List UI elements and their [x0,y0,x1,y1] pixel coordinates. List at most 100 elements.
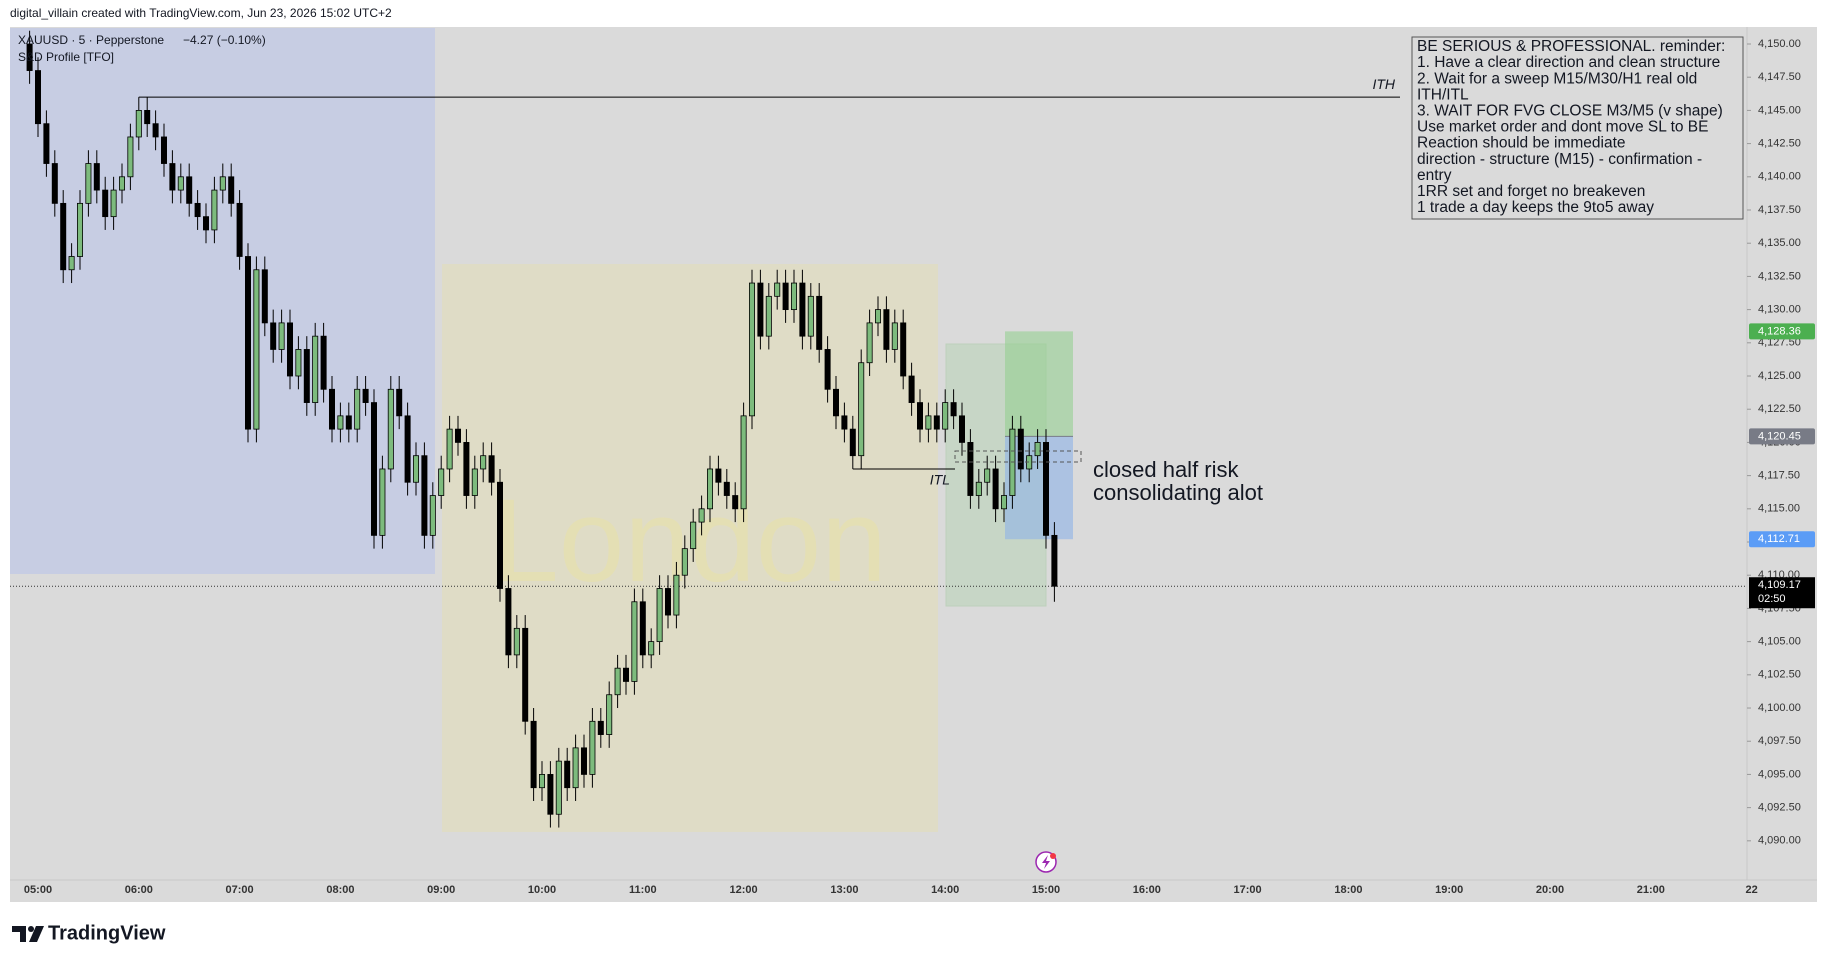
candle-body [623,667,630,682]
candle-body [505,588,512,656]
candle-body [144,110,151,125]
candle-body [791,282,798,311]
y-tick-label: 4,125.00 [1758,370,1801,382]
x-tick-label: 09:00 [427,884,455,896]
brand: TradingView [48,922,166,944]
candle-body [93,163,100,191]
candle-body [320,335,327,390]
asia-session-box [10,28,435,574]
candle-body [614,667,621,696]
candle-body [261,269,268,324]
candle-body [883,309,890,350]
session-watermark: London [493,475,887,607]
candle-body [925,415,932,430]
candle-body [917,402,924,430]
logo-mark [29,926,44,942]
candle-body [295,349,302,377]
candle-body [68,256,75,271]
x-tick-label: 07:00 [226,884,254,896]
candle-body [1051,534,1058,587]
note-line: BE SERIOUS & PROFESSIONAL. reminder: [1417,38,1725,55]
candle-body [572,747,579,789]
candle-body [370,402,377,536]
candle-body [345,415,352,430]
candle-body [866,322,873,364]
candle-body [211,189,218,231]
candle-body [908,375,915,403]
y-tick-label: 4,092.50 [1758,802,1801,814]
candle-body [539,774,546,789]
x-tick-label: 17:00 [1234,884,1262,896]
candle-body [992,468,999,510]
candle-body [690,521,697,550]
candle-body [631,601,638,682]
candle-body [707,468,714,510]
candle-body [421,455,428,536]
credit: digital_villain created with TradingView… [10,6,392,20]
y-tick-label: 4,127.50 [1758,337,1801,349]
last-price-label: 4,109.17 [1758,579,1801,591]
candle-body [816,295,823,350]
note-line: ITH/ITL [1417,86,1469,103]
candle-body [135,110,142,138]
note-line: 1 trade a day keeps the 9to5 away [1417,199,1654,216]
annotation: closed half risk [1093,457,1240,482]
candle-body [228,176,235,204]
candle-body [530,720,537,789]
candle-body [396,388,403,417]
x-tick-label: 11:00 [629,884,657,896]
candle-body [749,282,756,417]
candle-body [438,468,445,496]
event-icon-bolt [1042,855,1050,869]
candle-body [715,468,722,483]
candle-body [186,176,193,204]
candle-body [160,136,167,164]
y-tick-label: 4,130.00 [1758,304,1801,316]
candle-body [656,588,663,643]
candle-body [471,468,478,496]
note-line: entry [1417,167,1452,184]
candle-body [85,163,92,204]
annotation: consolidating alot [1093,480,1263,505]
candle-body [698,508,705,523]
note-line: 2. Wait for a sweep M15/M30/H1 real old [1417,70,1697,87]
plot-area: ITH ITL [10,30,1747,828]
target-zone [1005,331,1073,437]
candle-body [1017,428,1024,470]
x-tick-label: 14:00 [931,884,959,896]
candle-body [891,322,898,350]
candle-body [807,295,814,337]
last-price-tag [1749,577,1815,609]
note-line: Use market order and dont move SL to BE [1417,119,1709,136]
candle-body [429,495,436,536]
price-tag [1749,531,1815,548]
candle-body [1001,495,1008,510]
note-box [1411,36,1744,220]
candle-body [236,202,243,257]
logo-mark [28,926,34,932]
candle-body [681,548,688,576]
countdown-label: 02:50 [1758,593,1786,605]
candle-body [127,136,134,178]
y-tick-label: 4,102.50 [1758,669,1801,681]
candle-body [782,282,789,311]
candle-body [824,349,831,390]
candle-body [774,282,781,297]
candle-body [513,627,520,656]
x-tick-label: 12:00 [730,884,758,896]
note-line: 3. WAIT FOR FVG CLOSE M3/M5 (v shape) [1417,102,1723,119]
x-tick-label: 18:00 [1334,884,1362,896]
candle-body [270,322,277,350]
candle-body [337,415,344,430]
indicator-name: S&D Profile [TFO] [18,50,114,64]
x-tick-label: 21:00 [1637,884,1665,896]
candle-body [975,481,982,496]
candle-body [152,123,159,138]
y-tick-label: 4,147.50 [1758,71,1801,83]
candle-body [454,428,461,443]
note-line: Reaction should be immediate [1417,135,1626,152]
candle-body [379,468,386,536]
candle-body [496,481,503,589]
candle-body [26,43,33,71]
